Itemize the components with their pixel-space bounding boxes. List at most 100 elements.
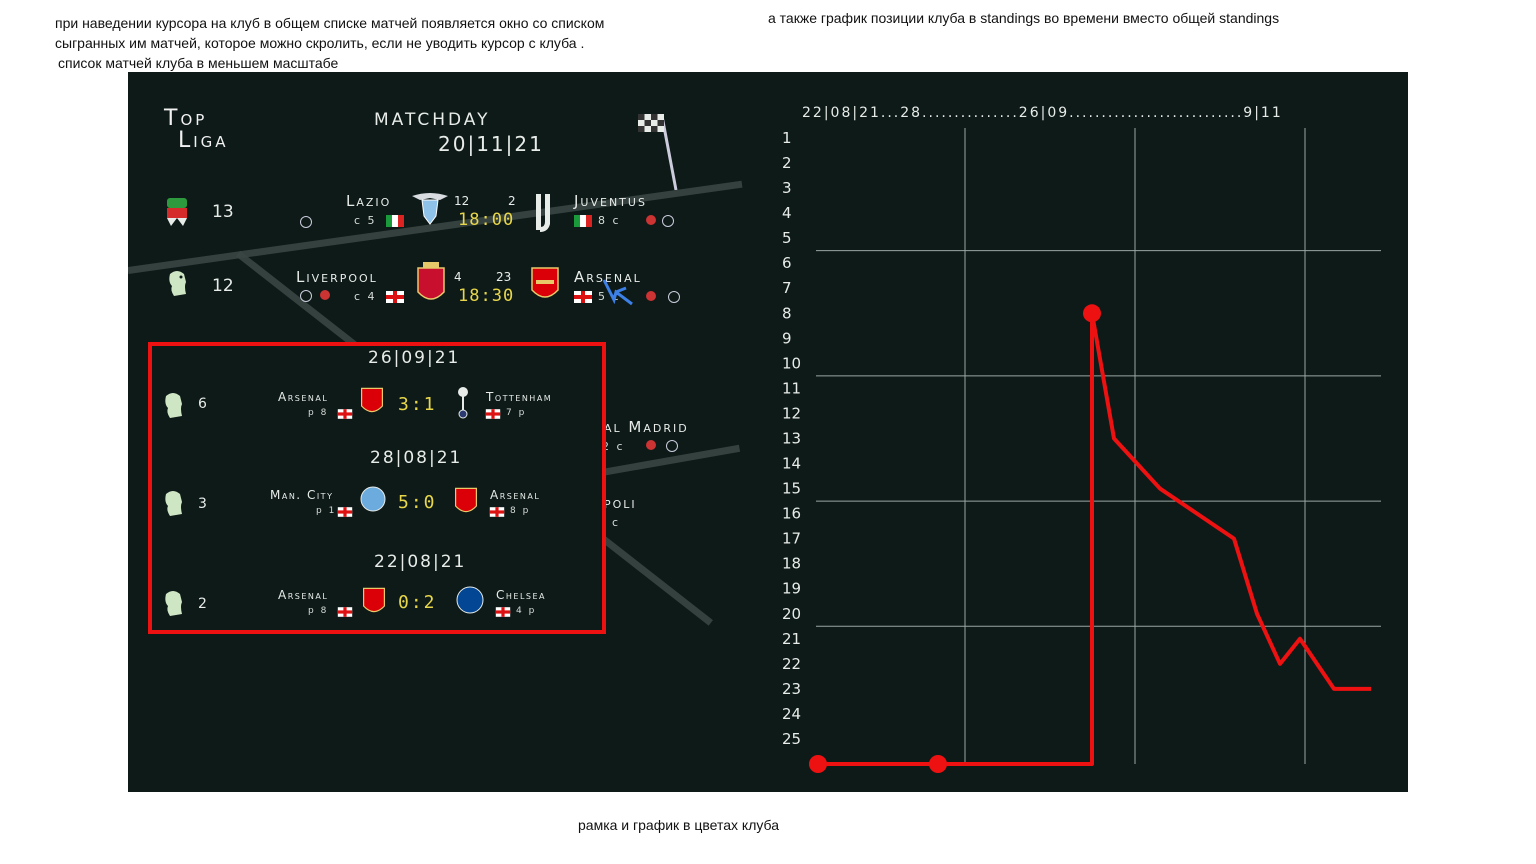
data-point[interactable] <box>809 755 827 773</box>
popup-away-team[interactable]: Tottenham <box>486 390 553 404</box>
y-tick-label: 1 <box>782 129 792 147</box>
home-number: 12 <box>454 194 470 208</box>
y-tick-label: 15 <box>782 480 801 498</box>
popup-home-team[interactable]: Arsenal <box>278 390 329 404</box>
y-tick-label: 4 <box>782 204 792 222</box>
popup-score: 0:2 <box>398 592 437 613</box>
annotation-line-3: список матчей клуба в меньшем масштабе <box>58 55 339 71</box>
arsenal-crest-icon <box>455 487 477 513</box>
y-tick-label: 16 <box>782 505 801 523</box>
y-tick-label: 10 <box>782 354 801 372</box>
serie-a-icon <box>167 198 187 226</box>
home-team-name[interactable]: Liverpool <box>296 268 378 286</box>
away-team-name[interactable]: Arsenal <box>574 268 642 286</box>
annotation-top-right: а также график позиции клуба в standings… <box>768 10 1280 26</box>
popup-match-date: 22|08|21 <box>374 552 467 572</box>
y-tick-label: 21 <box>782 630 801 648</box>
y-tick-label: 14 <box>782 455 801 473</box>
premier-league-icon <box>165 393 182 418</box>
popup-league-position: 6 <box>198 396 207 412</box>
app-panel: Top Liga MATCHDAY 20|11|21 13 Lazio c 5 … <box>128 72 1408 792</box>
england-flag-icon <box>386 291 404 303</box>
y-tick-label: 7 <box>782 279 792 297</box>
chart-y-ticks: 1234567891011121314151617181920212223242… <box>782 129 801 748</box>
popup-away-rank: 4 p <box>516 606 537 616</box>
popup-match-date: 26|09|21 <box>368 348 461 368</box>
premier-league-icon <box>165 491 182 516</box>
y-tick-label: 20 <box>782 605 801 623</box>
y-tick-label: 5 <box>782 229 792 247</box>
arsenal-crest-icon <box>361 387 383 413</box>
y-tick-label: 22 <box>782 655 801 673</box>
juventus-crest-icon <box>536 194 550 232</box>
y-tick-label: 3 <box>782 179 792 197</box>
home-team-name[interactable]: Lazio <box>346 192 392 210</box>
italy-flag-icon <box>386 215 404 227</box>
logo-top: Top <box>164 106 208 131</box>
chart-series <box>809 304 1371 773</box>
popup-home-team[interactable]: Arsenal <box>278 588 329 602</box>
popup-away-rank: 7 p <box>506 408 527 418</box>
england-flag-icon <box>337 409 353 419</box>
premier-league-icon <box>169 271 186 296</box>
england-flag-icon <box>337 507 353 517</box>
popup-score: 5:0 <box>398 492 437 513</box>
annotation-line-1: при наведении курсора на клуб в общем сп… <box>55 15 605 31</box>
corner-flag-icon <box>638 114 678 190</box>
home-number: 4 <box>454 270 462 284</box>
away-team-name[interactable]: Juventus <box>574 192 647 210</box>
champions-league-icon <box>662 215 674 227</box>
data-point[interactable] <box>929 755 947 773</box>
england-flag-icon <box>574 291 592 303</box>
chart-grid <box>816 128 1381 764</box>
club-matches-popup[interactable]: 26|09|21 6 Arsenal p 8 3:1 Tottenham 7 p… <box>148 342 606 634</box>
y-tick-label: 2 <box>782 154 792 172</box>
y-tick-label: 9 <box>782 329 792 347</box>
popup-match-date: 28|08|21 <box>370 448 463 468</box>
man-city-crest-icon <box>360 486 386 512</box>
popup-home-rank: p 8 <box>308 606 329 616</box>
annotation-top-left: при наведении курсора на клуб в общем сп… <box>55 13 604 73</box>
champions-league-icon <box>666 440 678 452</box>
premier-league-icon <box>165 591 182 616</box>
hidden-team-rank: c <box>612 516 621 529</box>
kickoff-time: 18:30 <box>458 286 515 306</box>
popup-home-rank: p 1 <box>316 506 337 516</box>
england-flag-icon <box>489 507 505 517</box>
matchday-label: MATCHDAY <box>374 110 491 130</box>
away-number: 2 <box>508 194 516 208</box>
match-row[interactable]: 13 Lazio c 5 12 2 18:00 Juventus 8 c <box>128 190 728 232</box>
tottenham-crest-icon <box>458 387 468 419</box>
league-position: 13 <box>212 202 234 222</box>
standings-position-chart: 1234567891011121314151617181920212223242… <box>782 105 1381 773</box>
chart-timeline-label: 22|08|21...28...............26|09.......… <box>802 105 1283 121</box>
liverpool-crest-icon <box>417 262 445 300</box>
y-tick-label: 23 <box>782 680 801 698</box>
y-tick-label: 13 <box>782 429 801 447</box>
annotation-bottom: рамка и график в цветах клуба <box>578 817 780 833</box>
england-flag-icon <box>337 607 353 617</box>
chelsea-crest-icon <box>456 586 484 614</box>
hidden-team-name[interactable]: poli <box>604 494 637 512</box>
arsenal-crest-icon <box>531 267 559 298</box>
lazio-crest-icon <box>412 193 448 225</box>
england-flag-icon <box>495 607 511 617</box>
popup-score: 3:1 <box>398 394 437 415</box>
hidden-team-name[interactable]: al Madrid <box>604 418 689 436</box>
champions-league-icon <box>300 216 312 228</box>
away-number: 23 <box>496 270 512 284</box>
popup-away-team[interactable]: Chelsea <box>496 588 547 602</box>
data-point[interactable] <box>1083 304 1101 323</box>
popup-away-team[interactable]: Arsenal <box>490 488 541 502</box>
matchday-date: 20|11|21 <box>438 132 544 156</box>
y-tick-label: 11 <box>782 379 801 397</box>
y-tick-label: 19 <box>782 580 801 598</box>
popup-league-position: 3 <box>198 496 207 512</box>
y-tick-label: 12 <box>782 404 801 422</box>
annotation-line-2: сыгранных им матчей, которое можно скрол… <box>55 35 585 51</box>
popup-home-rank: p 8 <box>308 408 329 418</box>
popup-home-team[interactable]: Man. City <box>270 488 334 502</box>
popup-league-position: 2 <box>198 596 207 612</box>
away-team-rank: 8 c <box>598 214 621 227</box>
match-row[interactable]: 12 Liverpool c 4 4 23 18:30 Arsenal 5 c <box>128 262 728 306</box>
